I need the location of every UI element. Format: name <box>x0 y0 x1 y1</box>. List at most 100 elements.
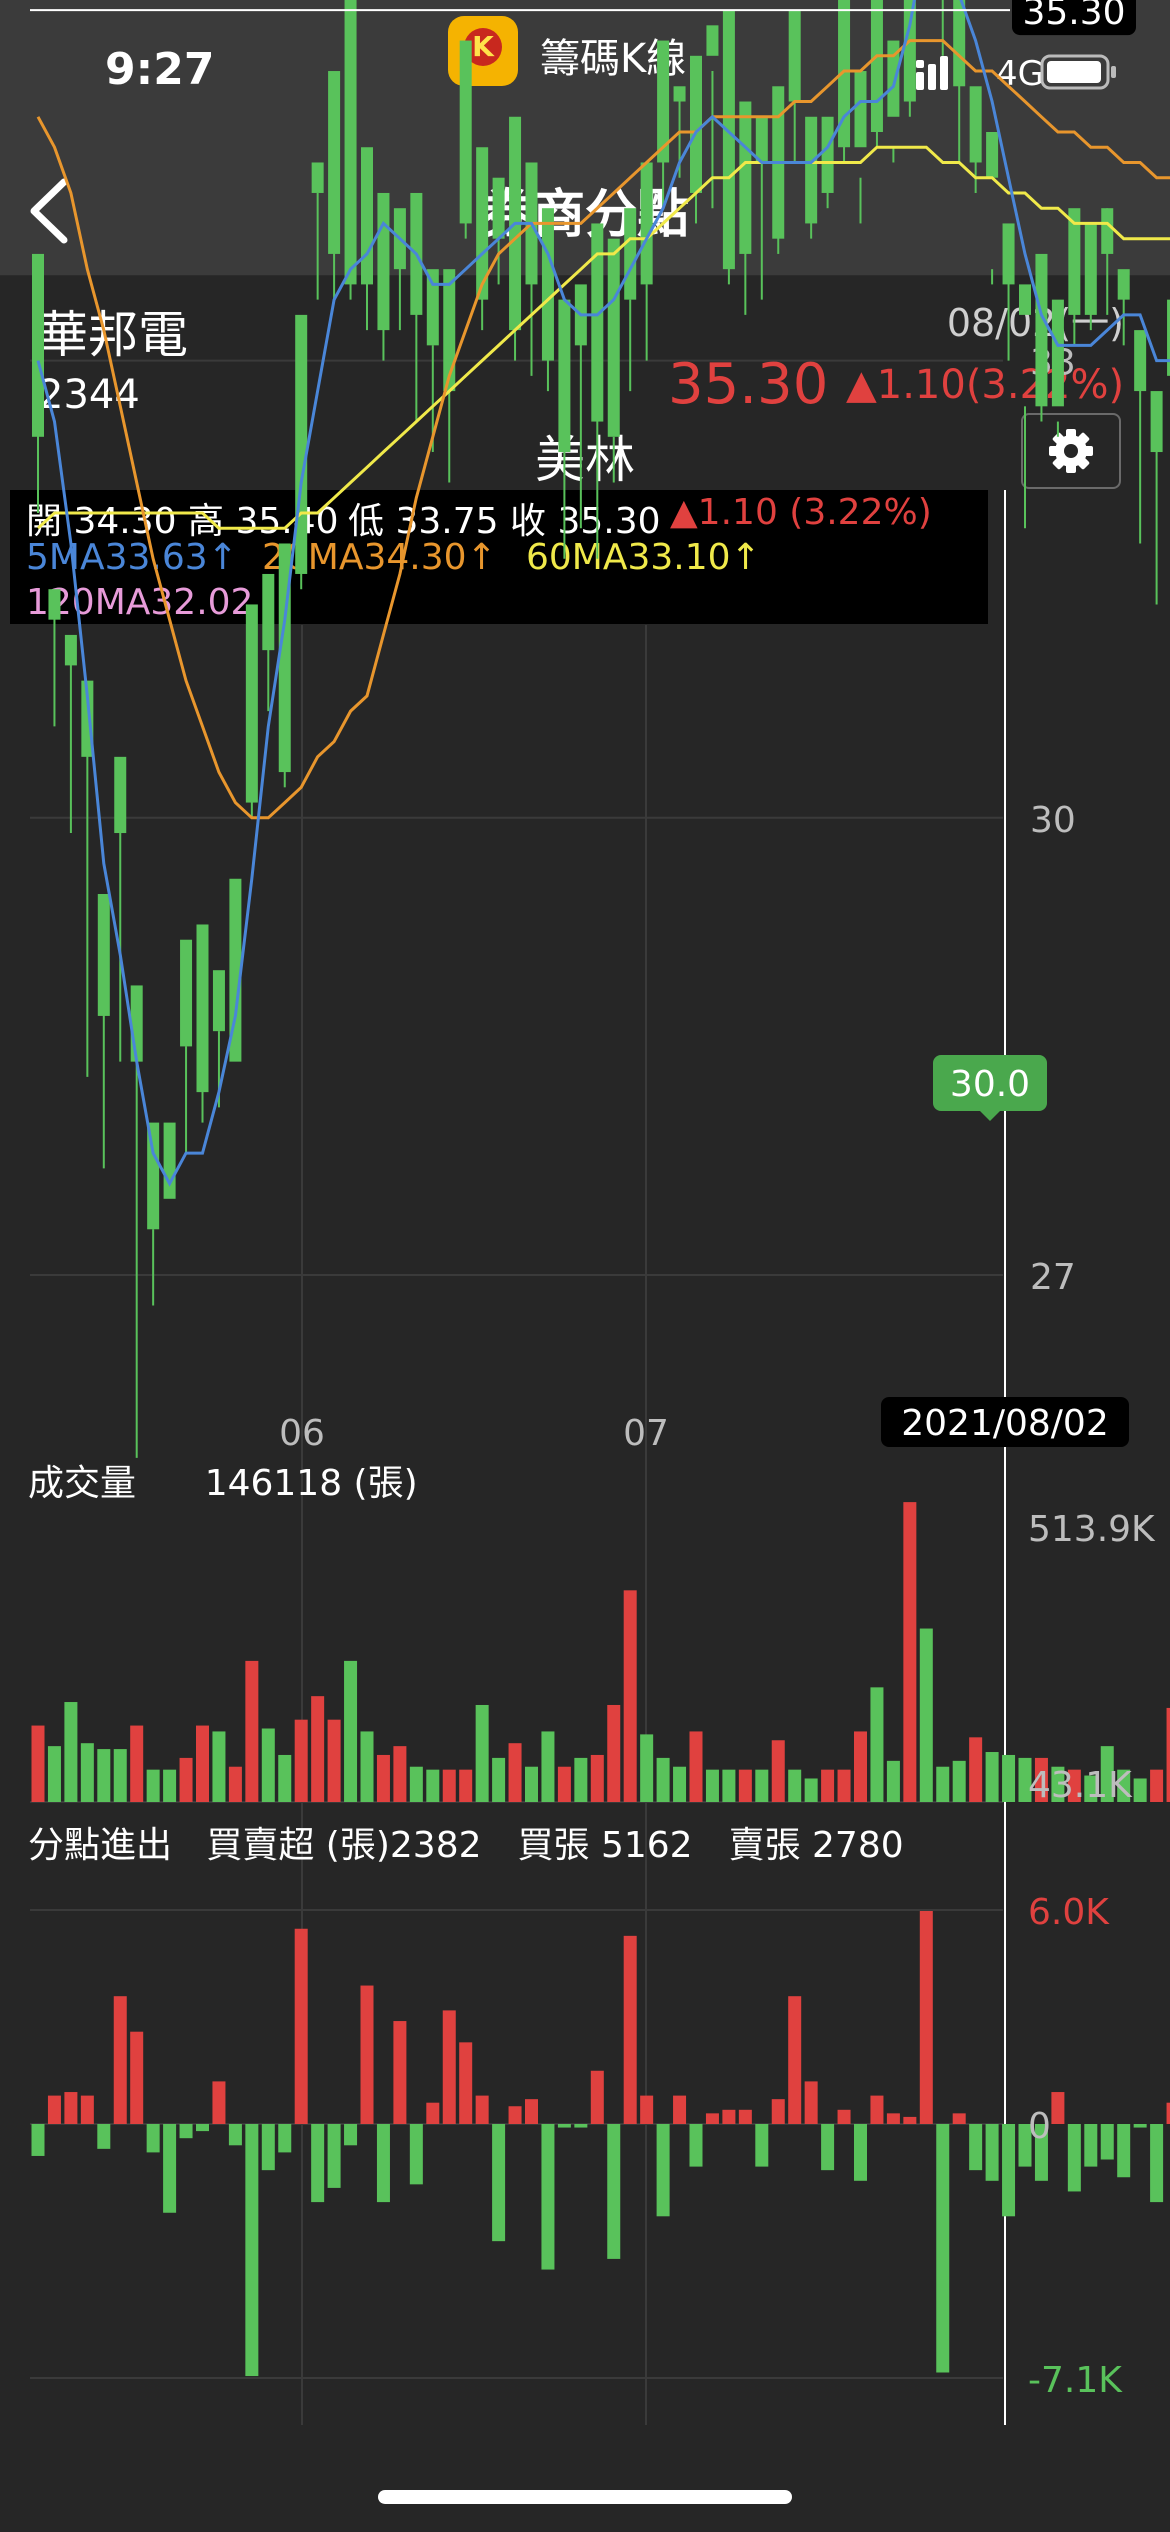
candle-body <box>739 101 752 254</box>
stock-code: 2344 <box>38 372 140 418</box>
volume-bar <box>525 1766 538 1802</box>
volume-bar <box>673 1766 687 1802</box>
flow-bar <box>1084 2124 1098 2167</box>
volume-bar <box>1067 1769 1081 1802</box>
volume-bar <box>212 1731 226 1802</box>
candle-body <box>377 192 390 331</box>
flow-bar <box>245 2124 259 2377</box>
flow-bar <box>886 2113 900 2124</box>
volume-title: 成交量 <box>28 1463 137 1504</box>
flow-bar <box>919 1911 933 2124</box>
price-change: ▲1.10(3.22%) <box>846 362 1125 408</box>
current-price-badge <box>1012 0 1136 36</box>
volume-bar <box>870 1687 884 1802</box>
flow-bar <box>656 2124 670 2217</box>
flow-bar <box>80 2095 94 2124</box>
volume-bar <box>755 1769 769 1802</box>
volume-bar <box>837 1769 851 1802</box>
volume-bar <box>146 1769 160 1802</box>
candle-body <box>114 756 127 834</box>
volume-bar <box>936 1766 950 1802</box>
settings-button[interactable] <box>1021 413 1121 489</box>
candle-body <box>1167 299 1170 376</box>
low-marker-badge <box>933 1055 1047 1111</box>
candle-body <box>245 604 258 803</box>
low-marker-label: 30.0 <box>950 1064 1030 1105</box>
legend-ma120: 120MA32.02 <box>26 582 254 623</box>
flow-bar <box>393 2021 407 2124</box>
candle-body <box>640 162 653 285</box>
candle-body <box>838 0 851 148</box>
flow-bar <box>508 2106 522 2124</box>
charts-canvas[interactable]: 3936333027060735.3030.02021/08/02513.9K4… <box>0 0 1170 2480</box>
candle-body <box>870 0 883 132</box>
home-indicator[interactable] <box>378 2490 792 2504</box>
flow-bar <box>541 2124 555 2270</box>
candle-body <box>229 878 242 1062</box>
flow-bar <box>623 1935 637 2124</box>
flow-bar <box>426 2102 440 2124</box>
candle-body <box>147 1122 160 1230</box>
volume-bar <box>475 1704 489 1802</box>
flow-bar <box>1034 2124 1048 2181</box>
flow-bar <box>837 2109 851 2124</box>
candle-body <box>953 0 966 87</box>
candle-body <box>311 162 324 193</box>
volume-bar <box>344 1660 358 1802</box>
candle-body <box>755 116 768 163</box>
flow-bar <box>673 2095 687 2124</box>
candle-body <box>591 223 604 422</box>
candle-body <box>690 55 702 193</box>
volume-bar <box>804 1778 818 1802</box>
flow-bar <box>985 2124 999 2181</box>
volume-bar <box>722 1769 736 1802</box>
candle-body <box>48 589 61 620</box>
volume-bar <box>1166 1707 1170 1802</box>
cursor-date-badge <box>881 1397 1129 1447</box>
volume-bar <box>919 1628 933 1802</box>
cursor-date-label: 2021/08/02 <box>901 1403 1109 1444</box>
flow-bar <box>771 2099 785 2124</box>
flow-bar <box>607 2124 621 2259</box>
flow-bar <box>936 2124 950 2373</box>
volume-bar <box>426 1769 440 1802</box>
flow-bar <box>1166 2102 1170 2124</box>
candle-body <box>459 40 472 224</box>
volume-bar <box>228 1766 242 1802</box>
flow-bar <box>1051 2092 1065 2124</box>
volume-bar <box>903 1502 917 1802</box>
legend-close: 收 35.30 <box>510 501 661 542</box>
flow-bar <box>294 1928 308 2124</box>
candle-body <box>903 0 916 102</box>
branch-flow-summary: 買賣超 (張)2382 買張 5162 賣張 2780 <box>206 1825 904 1866</box>
volume-bar <box>854 1731 867 1802</box>
legend-low: 低 33.75 <box>348 501 499 542</box>
volume-bar <box>47 1746 61 1802</box>
flow-bar <box>1133 2124 1147 2128</box>
candle-body <box>32 253 44 437</box>
date-tick-label: 06 <box>279 1413 325 1454</box>
candle-body <box>212 970 225 1032</box>
back-chevron-icon[interactable] <box>24 176 74 246</box>
volume-bar <box>163 1769 177 1802</box>
candle-body <box>624 208 637 300</box>
flow-bar <box>821 2124 835 2171</box>
flow-min-label: -7.1K <box>1028 2360 1123 2401</box>
candle-body <box>361 147 373 285</box>
candle-body <box>541 208 554 361</box>
candle-body <box>805 116 818 224</box>
flow-bar <box>327 2124 341 2188</box>
flow-bar <box>525 2099 538 2124</box>
flow-bar <box>557 2124 571 2128</box>
volume-bar <box>442 1769 456 1802</box>
volume-bar <box>393 1746 407 1802</box>
flow-bar <box>47 2095 61 2124</box>
flow-bar <box>344 2124 358 2146</box>
flow-bar <box>113 1996 127 2124</box>
candle-body <box>821 116 834 193</box>
candle-body <box>986 132 999 178</box>
candle-body <box>1002 223 1015 285</box>
volume-bar <box>607 1704 621 1802</box>
volume-bar <box>623 1590 637 1802</box>
volume-label: 成交量 146118 (張) <box>28 1454 418 1506</box>
